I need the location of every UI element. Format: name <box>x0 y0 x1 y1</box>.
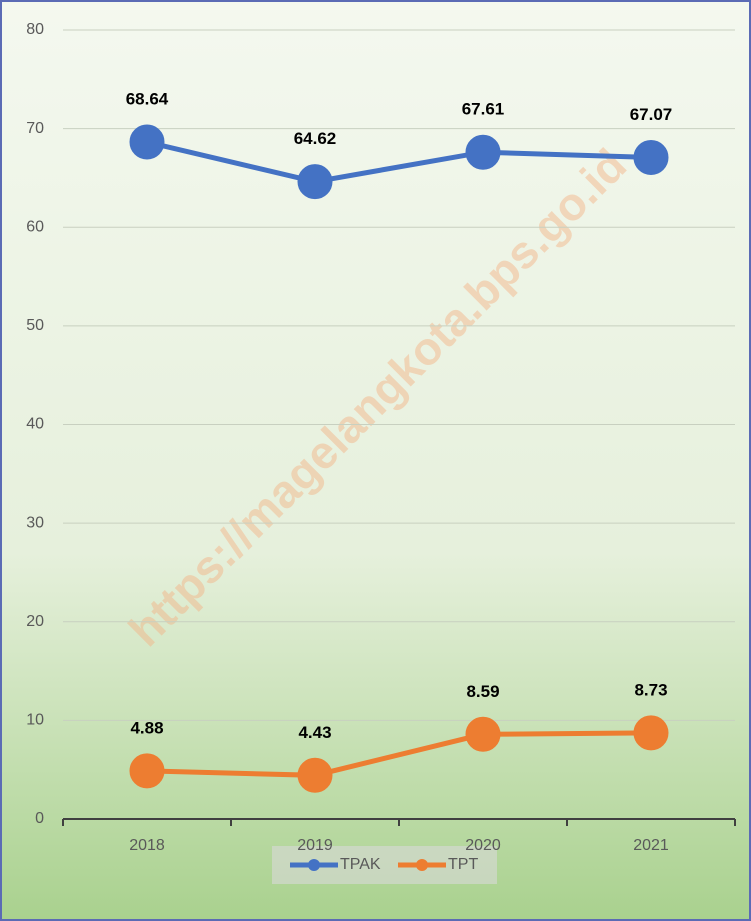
y-tick-label: 20 <box>26 613 44 630</box>
data-label: 4.88 <box>130 718 163 737</box>
marker <box>465 716 501 752</box>
y-tick-label: 30 <box>26 514 44 531</box>
data-label: 8.73 <box>634 680 667 699</box>
y-tick-label: 50 <box>26 317 44 334</box>
x-tick-label: 2018 <box>129 837 165 854</box>
data-label: 64.62 <box>294 129 337 148</box>
legend-label: TPT <box>448 856 478 873</box>
data-label: 8.59 <box>466 682 499 701</box>
series-line <box>146 139 652 185</box>
x-tick-label: 2020 <box>465 837 501 854</box>
legend-label: TPAK <box>340 856 381 873</box>
y-tick-label: 70 <box>26 120 44 137</box>
x-tick-label: 2019 <box>297 837 333 854</box>
data-label: 4.43 <box>298 723 331 742</box>
marker <box>633 140 669 176</box>
marker <box>129 753 165 789</box>
y-tick-label: 60 <box>26 218 44 235</box>
marker <box>633 715 669 751</box>
y-tick-label: 80 <box>26 21 44 38</box>
legend-marker <box>308 859 320 871</box>
x-tick-label: 2021 <box>633 837 669 854</box>
y-tick-label: 40 <box>26 416 44 433</box>
marker <box>465 134 501 170</box>
y-tick-label: 0 <box>35 810 44 827</box>
data-label: 68.64 <box>126 90 169 109</box>
marker <box>129 124 165 160</box>
data-label: 67.07 <box>630 105 673 124</box>
marker <box>297 164 333 200</box>
y-tick-label: 10 <box>26 712 44 729</box>
marker <box>297 757 333 793</box>
series-line <box>146 730 652 778</box>
legend-marker <box>416 859 428 871</box>
data-label: 67.61 <box>462 100 505 119</box>
